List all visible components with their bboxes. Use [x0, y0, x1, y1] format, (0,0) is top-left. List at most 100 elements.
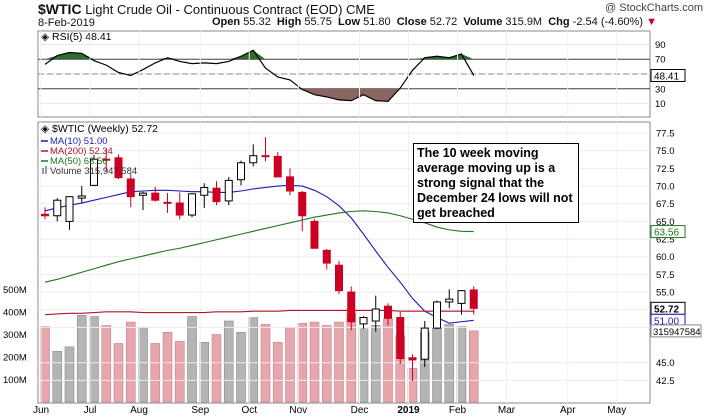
candle-body [53, 199, 62, 217]
rsi-line [44, 49, 475, 102]
rsi-tick-label: 70 [655, 55, 666, 66]
low-label: Low [338, 16, 361, 28]
rsi-last-value-label: 48.41 [654, 71, 679, 82]
price-tick-label: 65.0 [656, 217, 675, 228]
price-tick-label: 77.5 [656, 129, 675, 140]
volume-bar [248, 317, 259, 403]
volume-bar [101, 325, 112, 403]
rsi-overbought-fill [228, 50, 266, 60]
price-tick-label: 42.5 [656, 376, 675, 387]
volume-bar [432, 327, 442, 403]
candle-body [114, 157, 123, 179]
volume-bar [285, 327, 295, 403]
x-axis-label: Jul [84, 405, 97, 416]
candle-body [469, 289, 478, 309]
x-axis-label: Aug [130, 405, 148, 416]
date-label: 8-Feb-2019 [38, 17, 95, 29]
quote-line: Open 55.32 High 55.75 Low 51.80 Close 52… [212, 16, 657, 28]
rsi-oversold-fill [290, 88, 401, 102]
down-arrow-icon: ▼ [646, 16, 657, 28]
volume-bar [321, 325, 332, 403]
instrument-name: Light Crude Oil - Continuous Contract (E… [85, 2, 343, 17]
rsi-overbought-fill [155, 57, 180, 60]
rsi-tick-label: 90 [655, 40, 666, 51]
volume-value: 315.9M [505, 16, 543, 28]
candle-body [249, 155, 258, 164]
price-tick-label: 62.5 [656, 235, 675, 246]
volume-tick-label: 300M [3, 330, 27, 341]
candle-body [433, 301, 441, 329]
x-axis-label: Oct [241, 405, 257, 416]
price-tick-label: 45.0 [656, 358, 675, 369]
volume-bar [40, 326, 50, 403]
candle-body [396, 317, 405, 359]
price-tick-label: 67.5 [656, 199, 675, 210]
volume-bar [211, 334, 222, 403]
candle-body [224, 179, 233, 202]
volume-bar [187, 316, 197, 403]
volume-bar [199, 342, 210, 403]
volume-bar [456, 326, 467, 403]
volume-bar [89, 316, 99, 403]
x-axis-label: Nov [289, 405, 307, 416]
candle-body [163, 201, 172, 204]
volume-bar [125, 321, 136, 403]
price-legend: ◈ $WTIC (Weekly) 52.72 [41, 123, 158, 135]
volume-bar [52, 351, 63, 403]
candle-body [77, 195, 86, 199]
change-label: Chg [548, 16, 570, 28]
volume-legend-swatch [42, 168, 44, 174]
candle-body [175, 202, 184, 216]
x-axis-label: Dec [351, 405, 369, 416]
candle-body [310, 220, 319, 249]
open-value: 55.32 [243, 16, 271, 28]
x-axis-label: 2019 [397, 405, 420, 416]
rsi-overbought-fill [45, 52, 94, 60]
open-label: Open [212, 16, 241, 28]
change-value: -2.54 (-4.60%) [572, 16, 643, 28]
volume-last-value-label: 315947584 [653, 327, 701, 338]
volume-bar [272, 342, 283, 403]
candle-body [200, 186, 209, 196]
exchange: CME [346, 2, 375, 17]
volume-bar [334, 321, 344, 403]
candle-body [188, 193, 196, 216]
ma50-last-label-box [650, 225, 686, 239]
close-label: Close [396, 16, 427, 28]
volume-label: Volume [463, 16, 503, 28]
volume-bar [383, 318, 393, 403]
candle-body [286, 176, 294, 192]
candle-body [65, 196, 74, 222]
rsi-tick-label: 30 [655, 84, 666, 95]
x-axis-label: May [607, 405, 626, 416]
candle-body [347, 291, 356, 323]
candle-body [237, 162, 245, 181]
volume-bar [223, 320, 234, 403]
rsi-last-value-box [650, 68, 686, 82]
x-axis-label: Feb [449, 405, 467, 416]
candle-body [384, 305, 392, 319]
candle-body [273, 155, 282, 178]
price-tick-label: 72.5 [656, 164, 675, 175]
candle-body [139, 192, 147, 196]
close-value: 52.72 [429, 16, 458, 28]
candle-body [151, 192, 160, 201]
candle-body [359, 317, 368, 325]
volume-bar [174, 340, 185, 403]
volume-bar [162, 331, 173, 403]
x-axis-label: Jun [33, 405, 49, 416]
candle-body [298, 191, 307, 217]
rsi-tick-label: 10 [655, 99, 666, 110]
candle-body [261, 155, 270, 158]
price-tick-label: 55.0 [656, 288, 675, 299]
candle-body [445, 298, 454, 303]
candle-body [322, 249, 331, 264]
volume-bar [76, 315, 87, 403]
volume-bar [468, 330, 479, 403]
candle-body [371, 308, 380, 322]
close-last-label: 52.72 [654, 304, 679, 315]
high-value: 55.75 [304, 16, 332, 28]
ma-line-ma200 [44, 309, 474, 316]
volume-bar [309, 321, 320, 403]
